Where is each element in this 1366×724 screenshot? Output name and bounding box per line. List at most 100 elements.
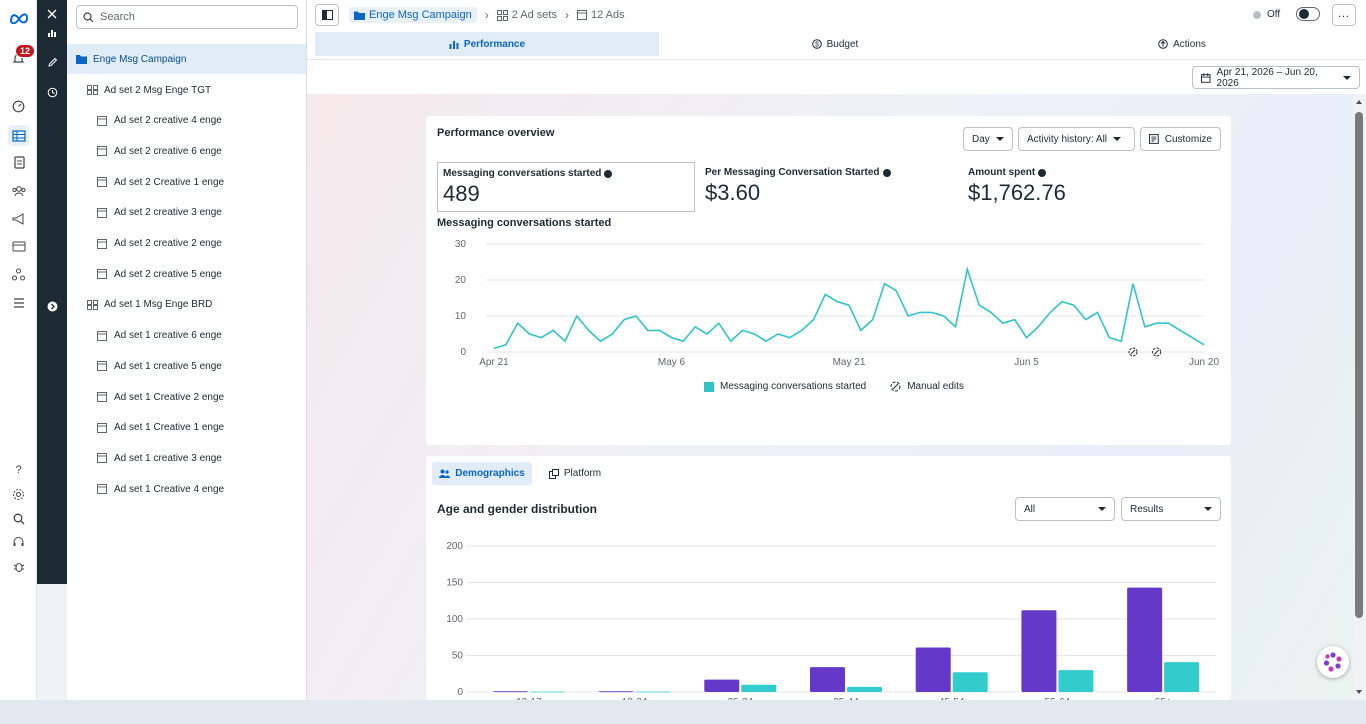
ad-icon — [97, 392, 107, 402]
tree-item-label: Ad set 1 creative 5 enge — [114, 360, 222, 372]
content-canvas: Performance overview Day Activity histor… — [307, 94, 1353, 700]
bar — [1058, 670, 1094, 692]
line-chart: 0 10 20 30 Apr 21 May 6 May 21 Jun 5 Jun 20 — [455, 239, 1220, 368]
tab-budget[interactable]: $ Budget — [675, 32, 995, 56]
tree-item-label: Ad set 2 Msg Enge TGT — [104, 84, 212, 96]
support-headset-icon[interactable] — [8, 532, 29, 553]
tree-ad[interactable]: Ad set 1 creative 3 enge — [67, 443, 306, 473]
edit-pencil-icon[interactable] — [42, 52, 62, 72]
tree-ad[interactable]: Ad set 1 creative 6 enge — [67, 321, 306, 351]
ai-assistant-button[interactable] — [1317, 646, 1349, 678]
tree-item-label: Ad set 1 creative 3 enge — [114, 452, 222, 464]
tree-ad[interactable]: Ad set 1 Creative 2 enge — [67, 382, 306, 412]
breadcrumb-adsets[interactable]: 2 Ad sets — [496, 9, 557, 21]
tree-search[interactable] — [76, 5, 298, 29]
line-chart-title: Messaging conversations started — [437, 217, 612, 229]
granularity-value: Day — [972, 133, 990, 145]
audiences-icon[interactable] — [8, 180, 29, 201]
tab-platform-label: Platform — [563, 468, 602, 479]
bottom-strip — [0, 700, 1366, 724]
ad-icon — [97, 269, 107, 280]
tree-adset[interactable]: Ad set 1 Msg Enge BRD — [67, 290, 306, 320]
folder-icon — [76, 55, 87, 64]
chevron-down-icon — [1343, 75, 1351, 80]
meta-logo-icon[interactable] — [8, 7, 29, 28]
expand-arrow-icon[interactable] — [42, 296, 62, 316]
overview-title: Performance overview — [437, 127, 555, 139]
ad-icon — [97, 177, 107, 188]
report-bug-icon[interactable] — [8, 556, 29, 577]
tree-ad[interactable]: Ad set 2 creative 6 enge — [67, 136, 306, 166]
page-scrollbar[interactable] — [1355, 98, 1363, 618]
scroll-up-icon — [1356, 100, 1362, 104]
ad-icon — [97, 484, 107, 495]
customize-button[interactable]: Customize — [1140, 127, 1221, 151]
more-options-button[interactable]: … — [1332, 4, 1356, 26]
tree-ad[interactable]: Ad set 2 creative 3 enge — [67, 198, 306, 228]
tree-search-input[interactable] — [100, 11, 290, 23]
tree-campaign[interactable]: Enge Msg Campaign — [67, 44, 306, 74]
ad-icon — [97, 422, 107, 433]
bar — [1021, 610, 1057, 692]
tab-demographics[interactable]: Demographics — [432, 462, 532, 485]
tree-ad[interactable]: Ad set 2 creative 4 enge — [67, 106, 306, 136]
x-tick-label: 65+ — [1155, 697, 1172, 700]
metric-card-cost-per-conversation[interactable]: Per Messaging Conversation Started $3.60 — [705, 162, 955, 212]
breadcrumb-campaign-label: Enge Msg Campaign — [369, 9, 472, 21]
history-clock-icon[interactable] — [42, 82, 62, 102]
tree-item-label: Ad set 2 Creative 1 enge — [114, 176, 225, 188]
reports-icon[interactable] — [8, 152, 29, 173]
campaigns-megaphone-icon[interactable] — [8, 208, 29, 229]
panel-toggle-button[interactable] — [315, 4, 339, 26]
bar — [952, 672, 988, 692]
customize-icon — [1149, 134, 1159, 144]
tree-ad[interactable]: Ad set 1 Creative 1 enge — [67, 413, 306, 443]
help-icon[interactable]: ? — [15, 463, 22, 476]
ads-manager-table-icon[interactable] — [8, 125, 29, 146]
folder-icon — [354, 11, 365, 20]
tree-ad[interactable]: Ad set 1 Creative 4 enge — [67, 474, 306, 504]
billing-card-icon[interactable] — [8, 236, 29, 257]
activity-history-select[interactable]: Activity history: All — [1018, 127, 1135, 151]
business-tools-icon[interactable] — [8, 264, 29, 285]
close-icon[interactable] — [42, 4, 62, 24]
tree-item-label: Ad set 1 Creative 2 enge — [114, 391, 225, 403]
scroll-down-icon[interactable] — [1355, 688, 1363, 696]
tree-campaign-label: Enge Msg Campaign — [93, 53, 187, 65]
manual-edit-icon — [890, 381, 901, 392]
search-icon[interactable] — [8, 508, 29, 529]
bar — [810, 667, 845, 692]
tab-demographics-label: Demographics — [455, 468, 525, 479]
tab-performance[interactable]: Performance — [315, 32, 659, 56]
metric-card-conversations[interactable]: Messaging conversations started 489 — [437, 162, 695, 212]
x-tick-label: 35-44 — [833, 697, 859, 700]
scrollbar-thumb[interactable] — [1355, 112, 1363, 618]
tree-ad[interactable]: Ad set 2 creative 5 enge — [67, 259, 306, 289]
metric-filter-select[interactable]: Results — [1121, 497, 1221, 521]
metric-card-amount-spent[interactable]: Amount spent $1,762.76 — [968, 162, 1218, 212]
tab-platform[interactable]: Platform — [540, 462, 610, 485]
tree-item-label: Ad set 2 creative 4 enge — [114, 115, 222, 127]
settings-gear-icon[interactable] — [8, 484, 29, 505]
granularity-select[interactable]: Day — [963, 127, 1013, 151]
info-icon — [1038, 168, 1047, 177]
money-circle-icon: $ — [811, 39, 822, 49]
svg-text:$: $ — [815, 42, 819, 49]
dashboard-gauge-icon[interactable] — [8, 96, 29, 117]
campaign-status-toggle[interactable] — [1296, 7, 1320, 21]
tree-ad[interactable]: Ad set 2 creative 2 enge — [67, 229, 306, 259]
performance-chart-icon[interactable] — [42, 23, 62, 43]
all-tools-menu-icon[interactable] — [8, 292, 29, 313]
tree-ad[interactable]: Ad set 2 Creative 1 enge — [67, 167, 306, 197]
demographics-card: Demographics Platform Age and gender dis… — [426, 456, 1231, 700]
tab-actions[interactable]: Actions — [1007, 32, 1357, 56]
metric-label: Amount spent — [968, 167, 1036, 178]
gender-filter-select[interactable]: All — [1015, 497, 1115, 521]
date-range-picker[interactable]: Apr 21, 2026 – Jun 20, 2026 — [1192, 66, 1360, 89]
bar — [492, 691, 528, 693]
breadcrumb-campaign[interactable]: Enge Msg Campaign — [349, 7, 477, 23]
breadcrumb-ads[interactable]: 12 Ads — [577, 9, 625, 21]
tree-adset[interactable]: Ad set 2 Msg Enge TGT — [67, 75, 306, 105]
tree-ad[interactable]: Ad set 1 creative 5 enge — [67, 351, 306, 381]
chevron-down-icon — [1113, 137, 1122, 141]
